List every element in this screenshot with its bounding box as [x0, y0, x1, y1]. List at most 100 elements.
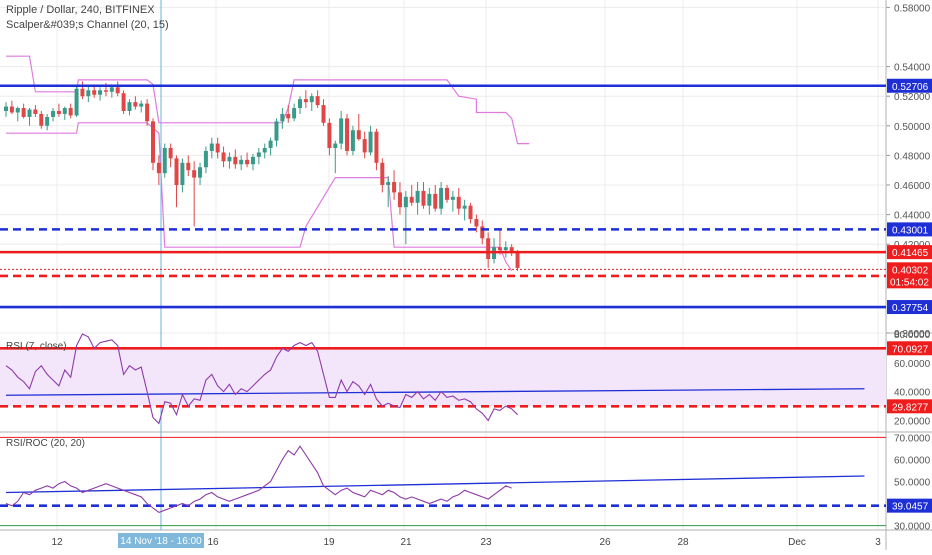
roc-title: RSI/ROC (20, 20) — [6, 438, 85, 449]
candle-body — [162, 148, 167, 174]
x-tick-label: 23 — [480, 537, 492, 548]
x-tick-label: 28 — [677, 537, 689, 548]
candle-body — [186, 162, 191, 171]
candle-body — [427, 193, 432, 206]
candle-body — [274, 121, 279, 141]
candle-body — [192, 170, 197, 178]
price-level-label-bg — [887, 245, 932, 260]
roc-level-label-bg — [887, 498, 932, 513]
candle-body — [250, 156, 255, 165]
countdown-label: 01:54:02 — [890, 277, 929, 288]
candle-body — [515, 253, 520, 268]
crosshair-time-label: 14 Nov '18 - 16:00 — [120, 536, 202, 547]
candle-body — [397, 192, 402, 208]
candle-body — [227, 156, 232, 162]
candle-body — [433, 193, 438, 209]
candle-body — [9, 106, 14, 113]
candle-body — [174, 158, 179, 185]
candle-body — [209, 143, 214, 151]
candle-body — [180, 162, 185, 185]
candle-body — [74, 88, 79, 116]
candle-body — [239, 159, 244, 165]
candle-body — [121, 93, 126, 111]
candle-body — [198, 167, 203, 178]
x-tick-label: 19 — [323, 537, 335, 548]
candle-body — [115, 87, 120, 94]
candle-body — [468, 205, 473, 220]
crosshair-time-label-bg — [118, 533, 204, 548]
price-level-label-bg — [887, 300, 932, 315]
candle-body — [280, 113, 285, 122]
candle-body — [486, 238, 491, 259]
candle-body — [133, 102, 138, 107]
candle-body — [350, 130, 355, 151]
candle-body — [503, 247, 508, 251]
roc-level-label: 39.0457 — [892, 502, 929, 513]
candle-body — [362, 139, 367, 153]
candle-body — [256, 152, 261, 157]
candle-body — [368, 131, 373, 153]
candle-body — [386, 182, 391, 185]
candle-body — [80, 88, 85, 97]
candle-body — [497, 247, 502, 251]
candle-body — [380, 162, 385, 185]
y-tick-label: 0.48000 — [894, 151, 931, 162]
candle-body — [4, 106, 8, 111]
candle-body — [298, 99, 302, 109]
roc-tick-label: 30.0000 — [894, 522, 931, 533]
roc-trend-line — [5, 475, 865, 494]
candle-body — [151, 121, 155, 163]
x-tick-label: 26 — [599, 537, 611, 548]
roc-tick-label: 50.0000 — [894, 478, 931, 489]
rsi-band — [0, 348, 886, 407]
candle-body — [103, 90, 108, 92]
rsi-title: RSI (7, close) — [6, 341, 67, 352]
indicator-title: Scalper&#039;s Channel (20, 15) — [6, 19, 169, 31]
candle-body — [321, 105, 326, 123]
candle-body — [421, 190, 426, 206]
rsi-tick-label: 20.0000 — [894, 416, 931, 427]
price-level-label: 0.52706 — [892, 82, 929, 93]
channel-lower-line — [6, 122, 513, 272]
candle-body — [333, 143, 338, 148]
candle-body — [62, 108, 67, 114]
candle-body — [480, 226, 485, 239]
candle-body — [403, 196, 408, 208]
price-level-label: 0.37754 — [892, 303, 929, 314]
rsi-tick-label: 60.0000 — [894, 359, 931, 370]
rsi-level-label: 29.8277 — [892, 402, 929, 413]
price-level-label-bg — [887, 222, 932, 237]
candle-body — [109, 87, 114, 92]
price-level-label-bg — [887, 78, 932, 93]
candle-body — [215, 143, 220, 153]
y-tick-label: 0.46000 — [894, 181, 931, 192]
candle-body — [509, 247, 514, 254]
y-tick-label: 0.50000 — [894, 122, 931, 133]
candle-body — [139, 103, 144, 107]
rsi-trend-line — [5, 388, 865, 396]
candle-body — [145, 103, 150, 122]
candle-body — [51, 111, 56, 117]
candle-body — [392, 182, 397, 193]
candle-body — [45, 116, 50, 126]
y-tick-label: 0.36000 — [894, 329, 931, 340]
candle-body — [292, 108, 297, 119]
candle-body — [39, 113, 44, 126]
x-tick-label: 16 — [207, 537, 219, 548]
candle-body — [309, 96, 314, 103]
rsi-level-label: 70.0927 — [892, 344, 929, 355]
candle-body — [409, 196, 414, 203]
rsi-level-label-bg — [887, 399, 932, 414]
candle-body — [315, 96, 320, 106]
candle-body — [303, 99, 308, 103]
candle-body — [268, 140, 273, 148]
y-tick-label: 0.44000 — [894, 211, 931, 222]
candle-body — [262, 148, 267, 153]
candle-body — [445, 187, 449, 200]
price-level-label: 0.43001 — [892, 225, 929, 236]
candle-body — [168, 148, 173, 159]
candle-body — [286, 113, 291, 119]
candle-body — [245, 159, 250, 165]
